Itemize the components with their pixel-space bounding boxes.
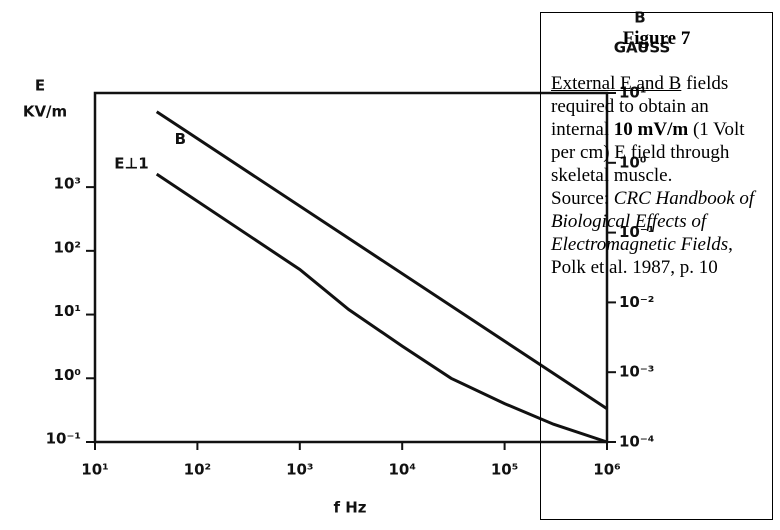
caption-underlined: External E and B [551, 73, 682, 94]
y2-tick-label: 10⁰ [619, 153, 646, 171]
y-axis-unit: KV/m [23, 103, 67, 121]
y2-tick-label: 10⁻⁴ [619, 433, 654, 451]
y-tick-label: 10⁰ [54, 366, 81, 384]
y2-tick-label: 10⁻³ [619, 363, 654, 381]
y2-axis-unit: GAUSS [614, 39, 671, 57]
curve-label: E⊥1 [114, 155, 148, 173]
y-tick-label: 10¹ [54, 302, 81, 320]
source-label: Source: [551, 188, 614, 209]
curve [155, 110, 608, 410]
x-tick-label: 10⁶ [593, 461, 620, 479]
x-tick-label: 10² [184, 461, 211, 479]
x-axis-label: f Hz [333, 499, 366, 517]
caption: External E and B fields required to obta… [551, 72, 762, 279]
y2-tick-label: 10¹ [619, 84, 646, 102]
figure-label: Figure 7 [622, 28, 691, 49]
caption-text: fields required to obtain an internal [551, 73, 729, 140]
caption-panel: Figure 7 External E and B fields require… [540, 12, 773, 520]
plot-frame [93, 91, 609, 444]
y2-tick-label: 10⁻¹ [619, 223, 654, 241]
caption-text: (1 Volt per cm) E field through skeletal… [551, 119, 745, 186]
y2-tick-label: 10⁻² [619, 293, 654, 311]
x-tick-label: 10⁵ [491, 461, 518, 479]
x-tick-label: 10⁴ [388, 461, 415, 479]
y-tick-label: 10² [54, 238, 81, 256]
y-axis-label: E [35, 77, 45, 95]
caption-bold: 10 mV/m [613, 119, 689, 140]
x-tick-label: 10³ [286, 461, 313, 479]
x-tick-label: 10¹ [81, 461, 108, 479]
source-title: CRC Handbook of Biological Effects of El… [551, 188, 755, 255]
y2-axis-label: B [634, 9, 645, 27]
curve [155, 172, 608, 444]
source-text: , Polk et al. 1987, p. 10 [551, 234, 733, 278]
y-tick-label: 10³ [54, 175, 81, 193]
curve-label: B [175, 130, 186, 148]
y-tick-label: 10⁻¹ [46, 430, 81, 448]
